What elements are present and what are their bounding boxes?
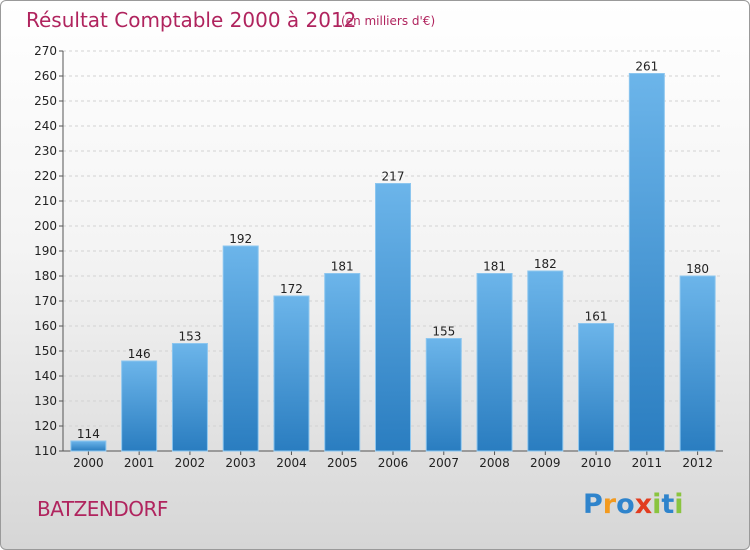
bar-2010 [578,323,615,452]
bar-2009 [527,270,564,452]
y-tick-label: 230 [34,144,57,158]
x-tick-label-2002: 2002 [175,456,206,470]
bar-2000 [70,440,107,452]
value-label-2010: 161 [585,310,608,324]
bar-2008 [476,273,513,452]
y-tick-label: 170 [34,294,57,308]
logo-letter: t [661,489,675,520]
proxiti-logo: Proxiti [583,489,684,520]
y-tick-label: 200 [34,219,57,233]
bar-2011 [628,73,665,452]
chart-title: Résultat Comptable 2000 à 2012 [26,8,357,32]
chart-subtitle: (en milliers d'€) [341,14,436,28]
bar-2005 [324,273,361,452]
value-label-2009: 182 [534,257,557,271]
value-label-2004: 172 [280,282,303,296]
y-tick-label: 260 [34,69,57,83]
logo-letter: i [674,489,684,520]
bar-2004 [273,295,310,452]
value-label-2000: 114 [77,427,100,441]
logo-letter: x [634,489,653,520]
x-tick-label-2006: 2006 [378,456,409,470]
bar-2012 [679,275,716,452]
value-label-2001: 146 [128,347,151,361]
bar-2001 [121,360,158,452]
x-tick-label-2007: 2007 [428,456,459,470]
bar-2007 [425,338,462,452]
y-tick-label: 270 [34,44,57,58]
x-tick-label-2003: 2003 [225,456,256,470]
x-tick-label-2000: 2000 [73,456,104,470]
value-label-2006: 217 [382,170,405,184]
bar-2002 [171,343,208,452]
y-tick-label: 250 [34,94,57,108]
x-tick-label-2008: 2008 [479,456,510,470]
value-label-2003: 192 [229,232,252,246]
y-tick-label: 130 [34,394,57,408]
x-tick-label-2004: 2004 [276,456,307,470]
y-tick-label: 150 [34,344,57,358]
bar-2003 [222,245,259,452]
value-label-2002: 153 [178,330,201,344]
bar-2006 [375,183,411,452]
logo-letter: o [616,489,635,520]
logo-letter: i [652,489,662,520]
y-tick-label: 190 [34,244,57,258]
x-tick-label-2009: 2009 [530,456,561,470]
value-label-2012: 180 [686,262,709,276]
value-label-2011: 261 [635,60,658,74]
y-tick-label: 240 [34,119,57,133]
y-tick-label: 110 [34,444,57,458]
y-tick-label: 120 [34,419,57,433]
logo-letter: P [583,489,603,520]
y-tick-label: 180 [34,269,57,283]
x-tick-label-2010: 2010 [581,456,612,470]
y-tick-label: 210 [34,194,57,208]
location-name: BATZENDORF [37,497,168,521]
value-label-2008: 181 [483,260,506,274]
x-tick-label-2001: 2001 [124,456,155,470]
y-tick-label: 160 [34,319,57,333]
y-tick-label: 220 [34,169,57,183]
x-tick-label-2005: 2005 [327,456,358,470]
value-label-2007: 155 [432,325,455,339]
logo-letter: r [602,489,617,520]
x-tick-label-2011: 2011 [632,456,663,470]
value-label-2005: 181 [331,260,354,274]
y-tick-label: 140 [34,369,57,383]
x-tick-label-2012: 2012 [682,456,713,470]
